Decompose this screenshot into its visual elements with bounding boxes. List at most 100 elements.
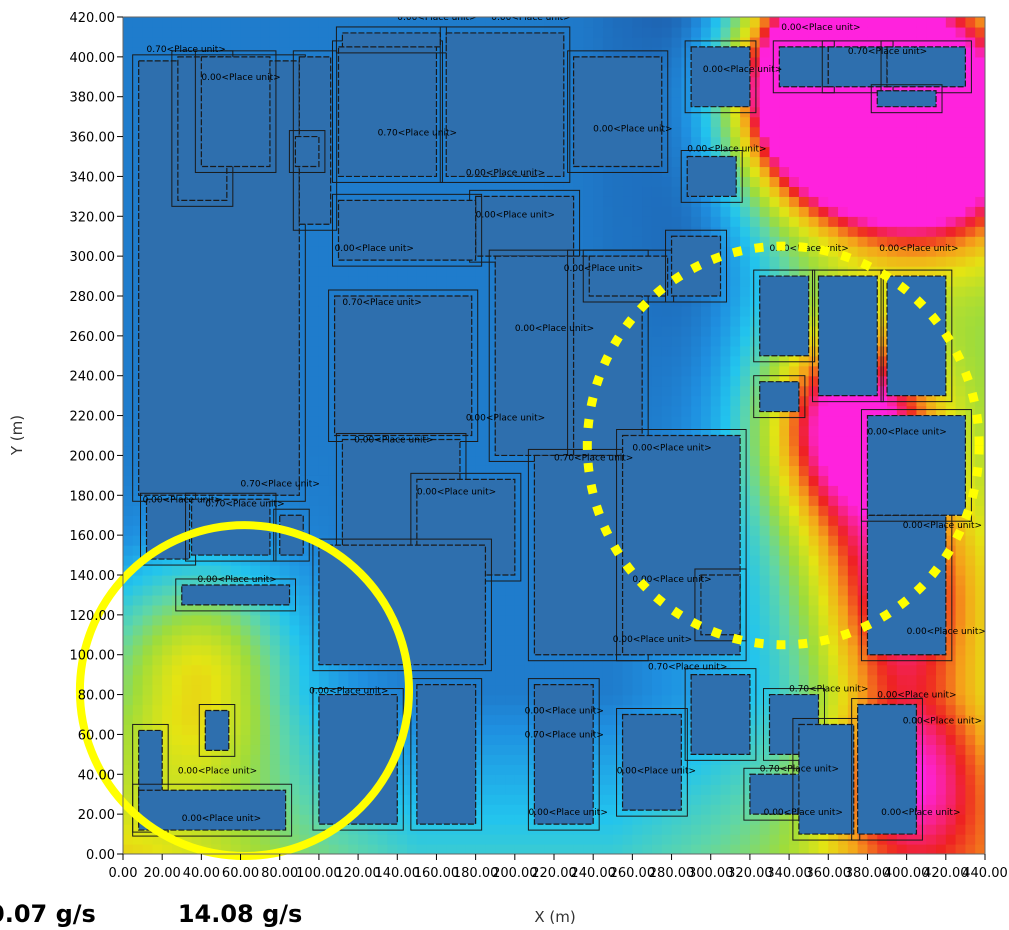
heat-cell — [230, 624, 242, 636]
heat-cell — [318, 425, 330, 437]
heat-cell — [416, 266, 428, 277]
heat-cell — [250, 844, 261, 854]
heat-cell — [632, 186, 643, 197]
heat-cell — [671, 186, 682, 197]
heat-cell — [661, 385, 673, 397]
heat-cell — [485, 624, 496, 636]
heat-cell — [446, 176, 457, 187]
heat-cell — [123, 704, 134, 716]
heat-cell — [681, 116, 692, 128]
heat-cell — [671, 345, 682, 357]
heat-cell — [505, 17, 516, 28]
heat-cell — [583, 196, 594, 207]
heat-cell — [123, 614, 134, 626]
heat-cell — [661, 116, 673, 128]
heat-cell — [642, 385, 653, 397]
heat-cell — [505, 774, 516, 785]
heat-cell — [514, 674, 526, 686]
heat-cell — [299, 824, 310, 835]
heat-cell — [318, 36, 330, 48]
heat-cell — [485, 784, 496, 795]
heat-cell — [358, 844, 369, 854]
heat-cell — [622, 206, 633, 217]
heat-cell — [171, 26, 183, 38]
heat-cell — [681, 315, 692, 327]
heat-cell — [142, 644, 153, 656]
heat-cell — [505, 634, 516, 646]
heat-cell — [632, 664, 643, 676]
heat-cell — [612, 176, 624, 187]
heat-cell — [289, 684, 300, 696]
heat-cell — [495, 17, 506, 28]
heat-cell — [407, 176, 418, 187]
heat-cell — [191, 654, 202, 666]
heat-cell — [681, 794, 692, 805]
heat-cell — [671, 425, 682, 437]
heat-cell — [426, 286, 438, 297]
heat-cell — [671, 206, 682, 217]
heat-cell — [387, 844, 398, 854]
heat-cell — [132, 575, 144, 586]
heat-cell — [171, 684, 183, 696]
heat-cell — [700, 664, 712, 676]
heat-cell — [514, 764, 526, 775]
heat-cell — [220, 754, 232, 765]
heat-cell — [230, 754, 242, 765]
heat-cell — [661, 196, 673, 207]
heat-cell — [328, 684, 340, 696]
heat-cell — [162, 604, 173, 616]
heat-cell — [328, 106, 340, 118]
heat-cell — [554, 844, 565, 854]
heat-cell — [230, 714, 242, 726]
heat-cell — [661, 186, 673, 197]
heat-cell — [593, 754, 604, 765]
heat-cell — [211, 704, 222, 716]
heat-cell — [426, 26, 438, 38]
heat-cell — [465, 664, 477, 676]
heat-cell — [602, 754, 614, 765]
heat-cell — [485, 664, 496, 676]
heat-cell — [123, 266, 134, 277]
heat-cell — [191, 575, 202, 586]
heat-cell — [436, 844, 447, 854]
heat-cell — [338, 26, 349, 38]
heat-cell — [671, 76, 682, 88]
heat-cell — [397, 266, 408, 277]
heat-cell — [456, 26, 467, 38]
heat-cell — [250, 714, 261, 726]
heat-cell — [309, 604, 320, 616]
heat-cell — [377, 256, 389, 267]
heat-cell — [123, 256, 134, 267]
heat-cell — [299, 315, 310, 327]
heat-cell — [691, 355, 702, 367]
heat-cell — [651, 684, 663, 696]
heat-cell — [544, 664, 555, 676]
heat-cell — [691, 126, 702, 138]
heat-cell — [123, 445, 134, 457]
heat-cell — [642, 664, 653, 676]
heat-cell — [250, 614, 261, 626]
heat-cell — [260, 774, 271, 785]
heat-cell — [377, 176, 389, 187]
heat-cell — [642, 246, 653, 257]
heat-cell — [279, 764, 291, 775]
heat-cell — [514, 824, 526, 835]
heat-cell — [593, 246, 604, 257]
heat-cell — [162, 654, 173, 666]
heat-cell — [338, 844, 349, 854]
heat-cell — [318, 246, 330, 257]
heat-cell — [514, 664, 526, 676]
heat-cell — [289, 624, 300, 636]
heat-cell — [309, 804, 320, 815]
heat-cell — [642, 355, 653, 367]
heat-cell — [220, 26, 232, 38]
heat-cell — [299, 46, 310, 58]
heat-cell — [495, 186, 506, 197]
heat-cell — [651, 834, 663, 845]
heat-cell — [152, 664, 163, 676]
heat-cell — [162, 734, 173, 745]
heat-cell — [358, 256, 369, 267]
heat-cell — [171, 744, 183, 755]
heat-cell — [269, 754, 281, 765]
heat-cell — [651, 664, 663, 676]
